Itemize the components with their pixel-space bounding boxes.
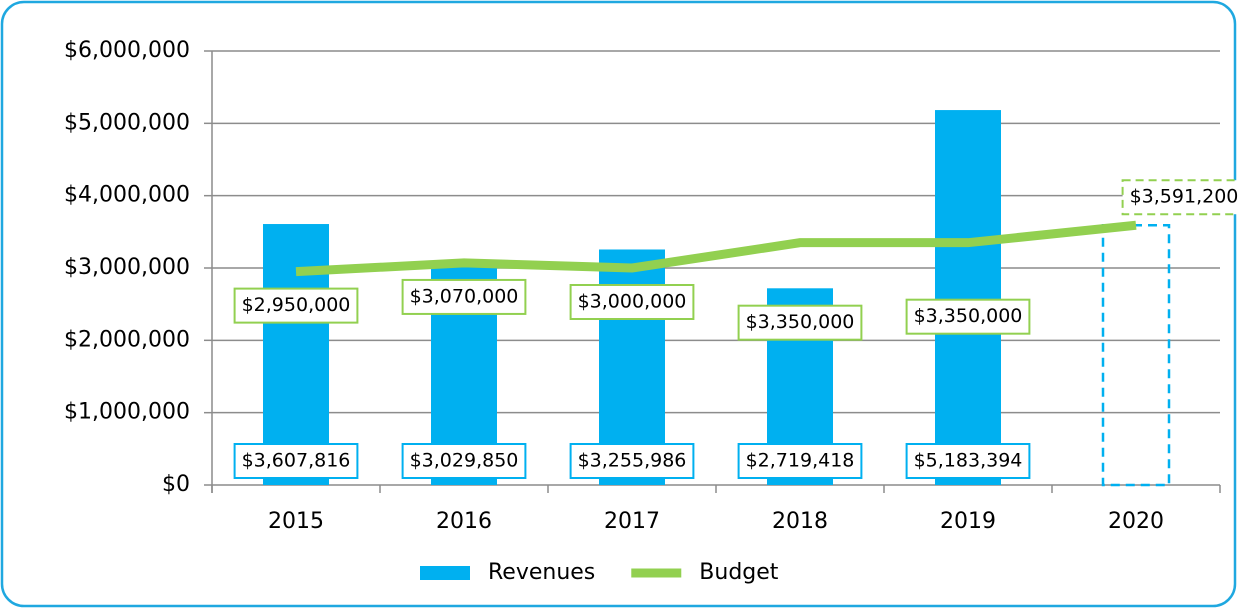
x-tick-label: 2018	[772, 509, 828, 534]
x-tick-label: 2015	[268, 509, 324, 534]
bar	[935, 110, 1001, 485]
data-label-box	[905, 298, 1031, 335]
x-tick-label: 2019	[940, 509, 996, 534]
data-label-box	[233, 287, 359, 324]
data-label-box	[401, 443, 527, 479]
x-tick-label: 2020	[1108, 509, 1164, 534]
y-tick-label: $3,000,000	[64, 255, 190, 280]
data-label: $3,591,200	[1130, 186, 1238, 208]
data-label: $3,350,000	[914, 305, 1023, 327]
data-label: $3,350,000	[746, 311, 855, 333]
legend-label: Budget	[699, 560, 779, 585]
line	[295, 220, 1137, 277]
data-label-box	[1121, 179, 1238, 216]
legend-swatch	[420, 566, 470, 580]
data-label: $2,950,000	[242, 294, 351, 316]
y-tick-label: $4,000,000	[64, 183, 190, 208]
data-label-box	[569, 443, 695, 479]
data-label: $5,183,394	[914, 450, 1023, 472]
y-tick-label: $5,000,000	[64, 110, 190, 135]
data-label: $3,607,816	[242, 450, 351, 472]
legend-label: Revenues	[488, 560, 595, 585]
data-label-box	[905, 443, 1031, 479]
data-label: $3,029,850	[410, 450, 519, 472]
data-label: $3,070,000	[410, 285, 519, 307]
data-label-box	[233, 443, 359, 479]
data-label: $2,719,418	[746, 450, 855, 472]
data-label-box	[737, 443, 863, 479]
data-label-box	[569, 284, 695, 320]
x-tick-label: 2016	[436, 509, 492, 534]
y-tick-label: $1,000,000	[64, 400, 190, 425]
data-label-box	[401, 278, 527, 315]
x-tick-label: 2017	[604, 509, 660, 534]
y-tick-label: $2,000,000	[64, 327, 190, 352]
data-label: $3,000,000	[578, 291, 687, 313]
data-label: $3,255,986	[578, 450, 687, 472]
y-tick-label: $0	[162, 472, 190, 497]
data-label-box	[737, 304, 863, 341]
y-tick-label: $6,000,000	[64, 38, 190, 63]
